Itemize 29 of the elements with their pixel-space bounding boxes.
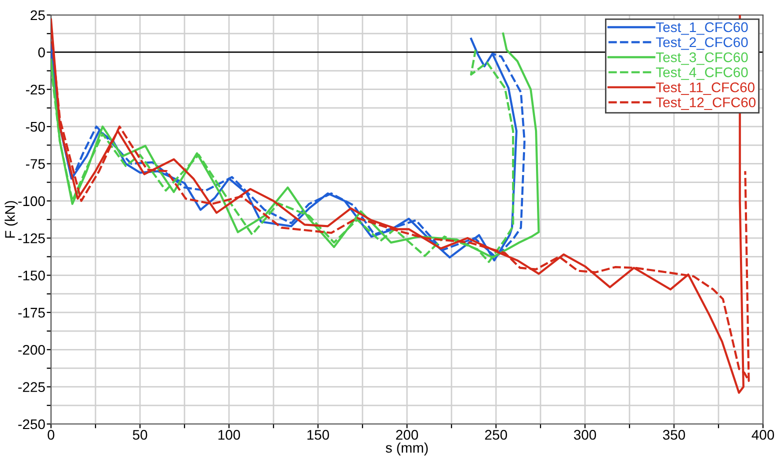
y-tick-label: -225 xyxy=(18,382,45,392)
x-tick-label: 50 xyxy=(132,430,148,440)
x-tick-label: 250 xyxy=(485,430,508,440)
y-tick-label: 0 xyxy=(38,48,45,58)
y-tick-label: -250 xyxy=(18,419,45,430)
x-tick-label: 350 xyxy=(662,430,686,440)
legend-label: Test_2_CFC60 xyxy=(656,37,748,50)
y-tick-label: -200 xyxy=(18,344,45,355)
x-tick-label: 300 xyxy=(574,430,596,440)
x-tick-label: 200 xyxy=(396,430,418,440)
y-tick-label: -50 xyxy=(26,122,45,132)
legend-label: Test_1_CFC60 xyxy=(656,22,748,35)
y-tick-label: -100 xyxy=(18,196,45,206)
x-tick-label: 0 xyxy=(48,430,54,440)
y-tick-label: -75 xyxy=(26,159,45,169)
y-tick-label: -175 xyxy=(18,308,45,318)
x-axis-title: s (mm) xyxy=(386,442,428,456)
legend-label: Test_11_CFC60 xyxy=(656,82,754,95)
legend-label: Test_12_CFC60 xyxy=(656,97,756,110)
x-tick-label: 150 xyxy=(307,430,330,440)
x-tick-label: 100 xyxy=(218,430,240,440)
y-tick-label: -25 xyxy=(26,84,45,95)
y-tick-label: 25 xyxy=(30,10,45,20)
legend-label: Test_3_CFC60 xyxy=(656,52,748,65)
y-tick-label: -150 xyxy=(18,270,45,280)
y-tick-label: -125 xyxy=(18,233,45,244)
x-tick-label: 400 xyxy=(752,430,774,440)
legend-label: Test_4_CFC60 xyxy=(656,67,748,80)
y-axis-title: F (kN) xyxy=(4,201,18,238)
